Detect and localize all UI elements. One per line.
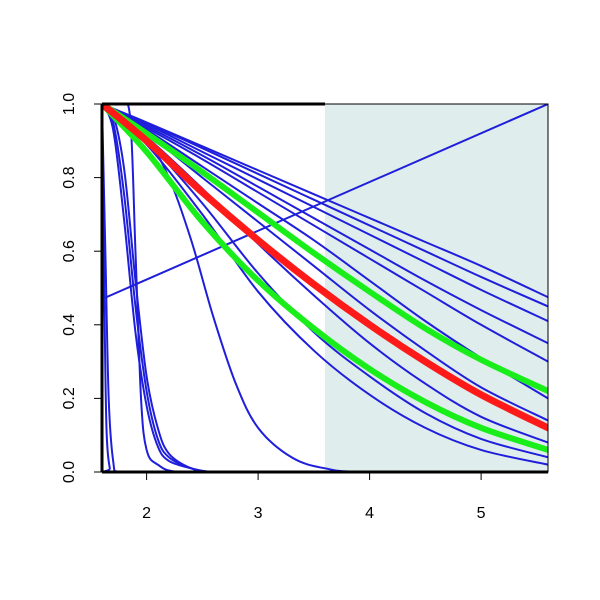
axes-group: 2 3 4 5 0.0 0.2 0.4 0.6 0.8 1.0	[61, 93, 549, 522]
y-tick-label: 0.0	[61, 461, 78, 483]
series-line-blue-4	[102, 104, 548, 345]
series-line-blue-2	[102, 104, 548, 308]
series-line-green-18	[102, 104, 548, 395]
series-line-blue-6	[102, 104, 548, 400]
x-tick-label: 4	[365, 505, 374, 522]
y-tick-label: 1.0	[61, 93, 78, 115]
series-line-blue-16	[102, 104, 548, 472]
series-line-red-20	[102, 104, 548, 432]
series-line-blue-5	[102, 104, 548, 363]
series-line-blue-12	[102, 104, 548, 472]
curves-group	[102, 104, 548, 472]
series-line-blue-3	[102, 104, 548, 323]
x-tick-label: 2	[142, 505, 151, 522]
x-tick-label: 3	[254, 505, 263, 522]
y-tick-label: 0.6	[61, 240, 78, 262]
series-line-blue-14	[102, 104, 548, 472]
y-tick-label: 0.2	[61, 387, 78, 409]
series-line-blue-17	[102, 104, 548, 472]
y-tick-label: 0.4	[61, 314, 78, 336]
x-tick-label: 5	[477, 505, 486, 522]
series-line-blue-13	[102, 104, 548, 472]
series-line-blue-15	[102, 104, 548, 472]
series-line-blue-0	[102, 104, 548, 301]
series-line-blue-10	[102, 104, 548, 466]
shaded-region	[325, 104, 548, 472]
series-line-green-19	[102, 104, 548, 453]
y-tick-label: 0.8	[61, 166, 78, 188]
